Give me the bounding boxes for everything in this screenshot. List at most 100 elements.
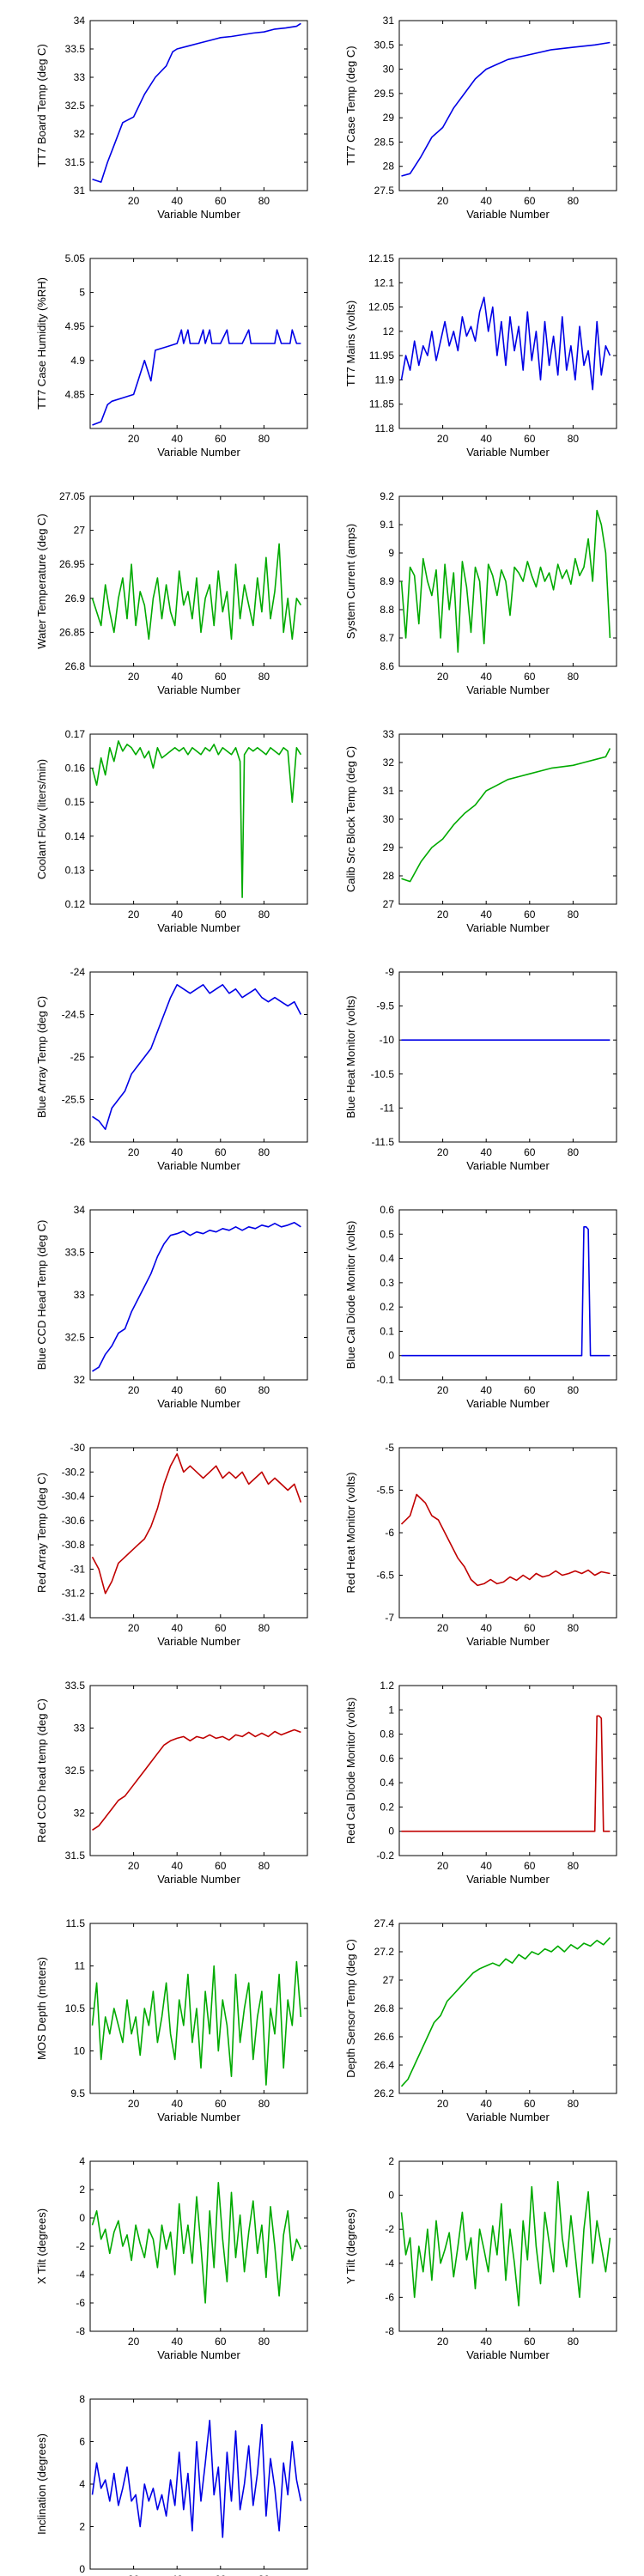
- x-tick-label: 60: [524, 2336, 536, 2348]
- x-tick-label: 80: [568, 1384, 580, 1396]
- x-tick-label: 60: [215, 1622, 227, 1634]
- plot-frame: [398, 1923, 617, 2094]
- y-tick-label: -30.4: [62, 1491, 86, 1503]
- series-line: [92, 22, 301, 183]
- x-axis-label: Variable Number: [466, 1397, 550, 1410]
- chart-13: -31.4 -31.2 -31 -30.8 -30.6 -30.4 -30.2 -30 20 40…: [35, 1442, 308, 1648]
- y-axis-label: Blue Cal Diode Monitor (volts): [344, 1221, 357, 1370]
- x-tick-label: 20: [437, 908, 449, 920]
- y-tick-label: 28.5: [374, 136, 395, 148]
- x-tick-label: 60: [524, 195, 536, 207]
- plot-frame: [89, 1447, 308, 1619]
- series-line: [401, 41, 611, 177]
- x-tick-label: 60: [215, 433, 227, 445]
- x-tick-label: 20: [128, 1384, 140, 1396]
- y-tick-label: 32: [74, 1374, 86, 1386]
- y-tick-label: -30.8: [62, 1539, 86, 1551]
- y-tick-label: 5: [79, 287, 85, 299]
- y-tick-label: 8.9: [380, 575, 394, 587]
- y-tick-label: 11.95: [369, 349, 394, 361]
- series-line: [92, 329, 301, 426]
- y-tick-label: 12: [383, 325, 395, 337]
- plot-frame: [398, 1447, 617, 1619]
- y-tick-label: 9.1: [380, 519, 394, 531]
- y-tick-label: 0: [388, 1350, 394, 1362]
- chart-21: 0246820406080Variable NumberInclination …: [35, 2393, 308, 2576]
- y-tick-label: 32.5: [65, 1332, 86, 1344]
- x-tick-label: 40: [172, 2336, 184, 2348]
- y-tick-label: -4: [76, 2269, 85, 2281]
- y-axis-label: TT7 Board Temp (deg C): [35, 44, 48, 167]
- x-tick-label: 60: [524, 1146, 536, 1158]
- x-tick-label: 80: [568, 1146, 580, 1158]
- x-tick-label: 20: [128, 671, 140, 683]
- y-tick-label: 8.8: [380, 604, 394, 616]
- x-axis-label: Variable Number: [466, 1873, 550, 1886]
- y-tick-label: 0.13: [65, 864, 86, 876]
- chart-19: -8 -6 -4 -2 0 2 4 20 40 60 80 Variable Number X Tilt…: [35, 2155, 308, 2361]
- x-axis-label: Variable Number: [157, 1873, 240, 1886]
- series-line: [400, 296, 611, 391]
- x-tick-label: 80: [258, 908, 270, 920]
- x-axis-label: Variable Number: [157, 683, 240, 696]
- y-tick-label: -30.6: [62, 1515, 86, 1527]
- x-axis-label: Variable Number: [157, 446, 240, 459]
- plot-frame: [398, 2160, 617, 2332]
- y-tick-label: -10.5: [371, 1068, 395, 1080]
- y-tick-label: -30: [70, 1442, 86, 1454]
- series-line: [91, 740, 302, 898]
- x-axis-label: Variable Number: [466, 1635, 550, 1648]
- y-tick-label: 27.2: [374, 1946, 395, 1958]
- x-tick-label: 20: [128, 1622, 140, 1634]
- x-tick-label: 40: [172, 433, 184, 445]
- x-tick-label: 20: [128, 1860, 140, 1872]
- x-axis-label: Variable Number: [157, 1635, 240, 1648]
- plot-frame: [89, 495, 308, 667]
- y-axis-label: Blue Heat Monitor (volts): [344, 995, 357, 1118]
- x-tick-label: 40: [481, 1384, 493, 1396]
- chart-3: 4.85 4.9 4.95 5 5.05 20 40 60 80 Variable Number T…: [35, 252, 308, 459]
- x-tick-label: 20: [437, 1622, 449, 1634]
- chart-7: 0.12 0.13 0.14 0.15 0.16 0.17 20 40 60 80 Variable…: [35, 728, 308, 934]
- x-tick-label: 20: [128, 195, 140, 207]
- y-axis-label: Blue CCD Head Temp (deg C): [35, 1220, 48, 1370]
- x-tick-label: 40: [172, 1384, 184, 1396]
- y-tick-label: 27: [383, 1974, 395, 1986]
- x-tick-label: 80: [258, 1860, 270, 1872]
- x-tick-label: 20: [437, 671, 449, 683]
- y-axis-label: Calib Src Block Temp (deg C): [344, 746, 357, 892]
- y-tick-label: 9.5: [70, 2087, 85, 2099]
- y-tick-label: 31: [74, 185, 86, 197]
- y-axis-label: Depth Sensor Temp (deg C): [344, 1939, 357, 2078]
- x-tick-label: 20: [437, 1146, 449, 1158]
- x-tick-label: 40: [172, 2098, 184, 2110]
- y-tick-label: 31: [383, 15, 395, 27]
- y-tick-label: -26: [70, 1136, 86, 1148]
- chart-18: 26.2 26.4 26.6 26.8 27 27.2 27.4 20 40 60 80 Variab…: [344, 1917, 617, 2123]
- y-tick-label: 33: [74, 71, 86, 83]
- y-tick-label: 0.16: [65, 762, 86, 775]
- plot-frame: [398, 1209, 617, 1381]
- y-tick-label: 26.2: [374, 2087, 395, 2099]
- y-tick-label: 4: [79, 2478, 85, 2490]
- x-axis-label: Variable Number: [466, 2111, 550, 2123]
- y-axis-label: TT7 Mains (volts): [344, 301, 357, 386]
- x-tick-label: 80: [258, 1384, 270, 1396]
- y-tick-label: 4.9: [70, 355, 85, 367]
- y-tick-label: -10: [380, 1034, 395, 1046]
- series-line: [400, 1936, 611, 2087]
- plot-frame: [89, 1685, 308, 1856]
- x-tick-label: 60: [524, 1860, 536, 1872]
- y-tick-label: -31.4: [62, 1612, 86, 1624]
- y-tick-label: 30: [383, 64, 395, 76]
- y-tick-label: -7: [385, 1612, 394, 1624]
- y-tick-label: 32.5: [65, 100, 86, 112]
- y-tick-label: -2: [385, 2223, 394, 2235]
- chart-15: 31.5 32 32.5 33 33.5 20 40 60 80 Variable Number R…: [35, 1680, 308, 1886]
- series-line: [92, 1728, 301, 1831]
- y-tick-label: 27.5: [374, 185, 395, 197]
- y-tick-label: 0.15: [65, 796, 86, 808]
- series-line: [400, 1493, 611, 1587]
- x-tick-label: 20: [437, 195, 449, 207]
- x-tick-label: 80: [568, 2336, 580, 2348]
